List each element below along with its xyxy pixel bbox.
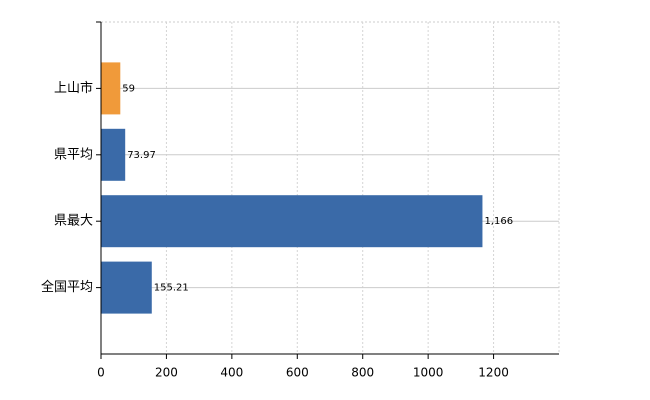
y-tick-label: 県平均 — [54, 147, 93, 162]
value-label: 1,166 — [484, 216, 513, 227]
y-tick-label: 全国平均 — [41, 279, 93, 295]
bar — [101, 128, 126, 181]
x-tick-label: 400 — [220, 366, 243, 380]
x-tick-label: 1000 — [413, 366, 444, 380]
y-tick-label: 県最大 — [54, 214, 93, 229]
value-label: 59 — [122, 83, 135, 94]
x-tick-label: 1200 — [478, 366, 509, 380]
bar — [101, 195, 483, 248]
bar — [101, 261, 152, 314]
value-label: 155.21 — [154, 283, 189, 294]
y-tick-label: 上山市 — [54, 80, 93, 96]
value-label: 73.97 — [127, 150, 156, 161]
x-tick-label: 200 — [155, 366, 178, 380]
bar — [101, 62, 121, 115]
x-tick-label: 800 — [351, 366, 374, 380]
x-tick-label: 600 — [286, 366, 309, 380]
x-tick-label: 0 — [97, 366, 105, 380]
